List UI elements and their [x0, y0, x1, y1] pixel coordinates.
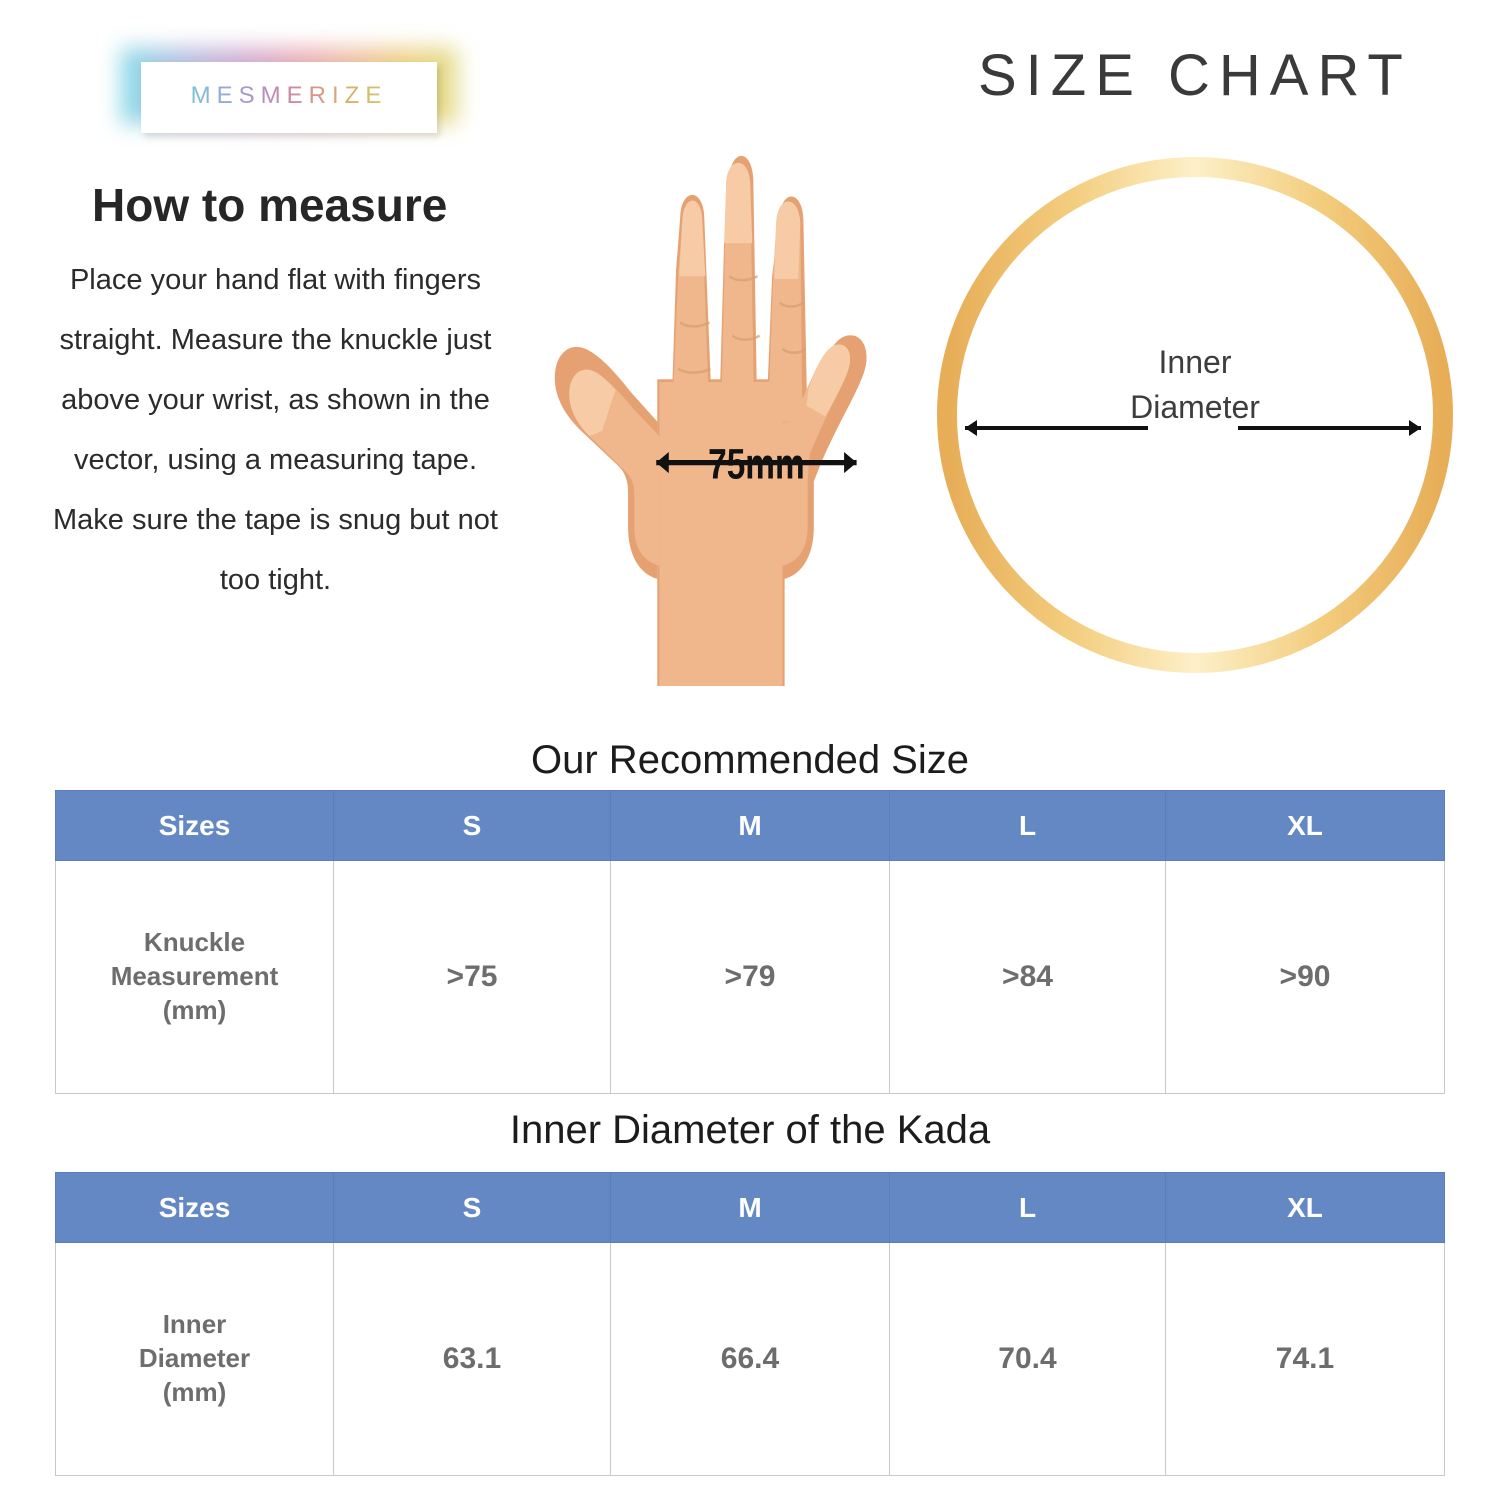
svg-text:SIZE CHART: SIZE CHART: [978, 43, 1412, 108]
svg-text:MESMERIZE: MESMERIZE: [191, 82, 388, 109]
svg-text:75mm: 75mm: [708, 442, 804, 489]
